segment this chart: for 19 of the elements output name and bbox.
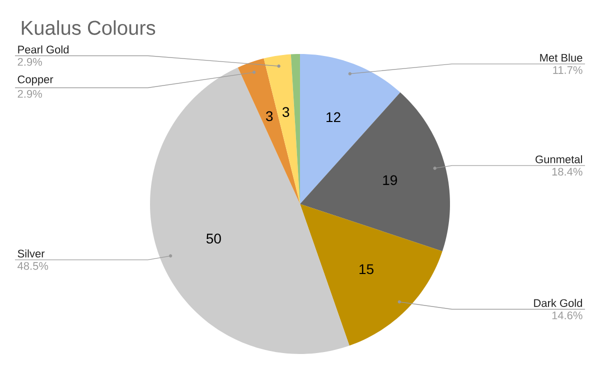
slice-label: Copper <box>18 76 54 86</box>
slice-label: Pearl Gold <box>18 45 69 54</box>
text: 18.4% <box>552 168 582 176</box>
data-label: 15 <box>360 264 374 274</box>
slice-label: Gunmetal <box>536 155 582 164</box>
text: 2.9% <box>18 58 42 66</box>
data-label: 3 <box>266 111 273 122</box>
chart-title: Kualus Colours <box>22 20 156 35</box>
slice-label: Met Blue <box>540 54 582 62</box>
text: 48.5% <box>18 262 48 270</box>
text: 14.6% <box>552 312 582 320</box>
text: 11.7% <box>553 66 582 74</box>
data-label: 3 <box>282 107 290 118</box>
data-label: 50 <box>206 234 221 244</box>
data-label: 12 <box>326 112 340 122</box>
slice-label: Dark Gold <box>534 298 582 307</box>
text: 2.9% <box>18 90 42 98</box>
slice-label: Silver <box>18 249 45 258</box>
data-label: 19 <box>383 175 397 186</box>
